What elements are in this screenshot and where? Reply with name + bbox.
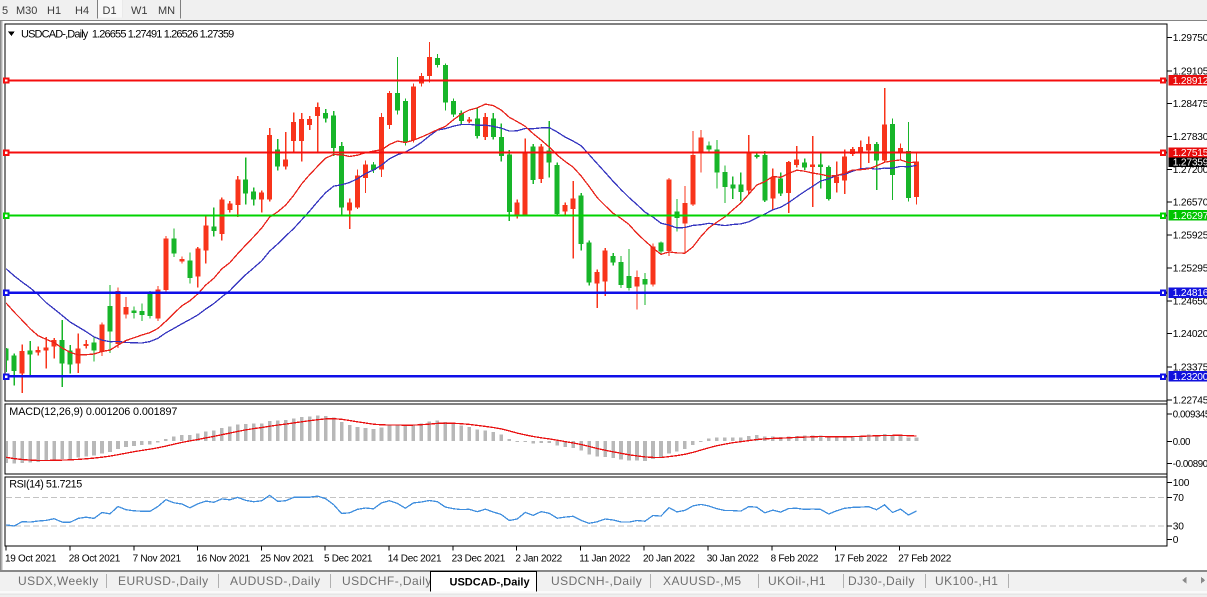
svg-text:USDCAD-,Daily: USDCAD-,Daily (450, 577, 531, 589)
svg-text:M30: M30 (16, 5, 37, 17)
svg-text:2 Jan 2022: 2 Jan 2022 (515, 554, 562, 565)
svg-text:17 Feb 2022: 17 Feb 2022 (834, 554, 888, 565)
svg-text:1.23375: 1.23375 (1173, 363, 1207, 374)
svg-text:W1: W1 (131, 5, 148, 17)
svg-text:30: 30 (1173, 522, 1184, 533)
svg-text:1.22745: 1.22745 (1173, 395, 1207, 406)
svg-text:1.24816: 1.24816 (1173, 288, 1207, 299)
svg-text:19 Oct 2021: 19 Oct 2021 (5, 554, 57, 565)
svg-text:1.26297: 1.26297 (1173, 211, 1207, 222)
svg-text:XAUUSD-,M5: XAUUSD-,M5 (663, 574, 742, 588)
svg-text:23 Dec 2021: 23 Dec 2021 (452, 554, 506, 565)
svg-text:0.009345: 0.009345 (1173, 410, 1207, 421)
svg-text:7 Nov 2021: 7 Nov 2021 (133, 554, 182, 565)
svg-text:H4: H4 (75, 5, 89, 17)
svg-text:RSI(14) 51.7215: RSI(14) 51.7215 (9, 479, 82, 491)
svg-text:1.23200: 1.23200 (1173, 372, 1207, 383)
svg-text:USDCHF-,Daily: USDCHF-,Daily (342, 574, 432, 588)
svg-text:8 Feb 2022: 8 Feb 2022 (771, 554, 819, 565)
svg-text:5: 5 (2, 5, 8, 17)
svg-text:AUDUSD-,Daily: AUDUSD-,Daily (230, 574, 321, 588)
svg-text:1.24020: 1.24020 (1173, 329, 1207, 340)
svg-text:EURUSD-,Daily: EURUSD-,Daily (118, 574, 209, 588)
svg-text:USDCNH-,Daily: USDCNH-,Daily (551, 574, 642, 588)
svg-text:1.25925: 1.25925 (1173, 231, 1207, 242)
svg-text:25 Nov 2021: 25 Nov 2021 (260, 554, 314, 565)
svg-text:28 Oct 2021: 28 Oct 2021 (69, 554, 121, 565)
svg-text:USDCAD-,Daily 1.26655 1.27491: USDCAD-,Daily 1.26655 1.27491 1.26526 1.… (21, 29, 234, 41)
svg-text:1.26570: 1.26570 (1173, 197, 1207, 208)
svg-text:1.27515: 1.27515 (1173, 148, 1207, 159)
svg-text:14 Dec 2021: 14 Dec 2021 (388, 554, 442, 565)
svg-text:1.27200: 1.27200 (1173, 165, 1207, 176)
svg-text:0.00: 0.00 (1173, 437, 1191, 448)
svg-text:-0.00890: -0.00890 (1173, 459, 1207, 470)
svg-text:1.29750: 1.29750 (1173, 33, 1207, 44)
svg-text:11 Jan 2022: 11 Jan 2022 (579, 554, 631, 565)
svg-text:UK100-,H1: UK100-,H1 (935, 574, 998, 588)
svg-text:70: 70 (1173, 493, 1184, 504)
svg-text:1.29105: 1.29105 (1173, 66, 1207, 77)
svg-text:1.24650: 1.24650 (1173, 297, 1207, 308)
svg-text:0: 0 (1173, 535, 1179, 546)
svg-text:MN: MN (158, 5, 175, 17)
svg-text:H1: H1 (47, 5, 61, 17)
svg-text:27 Feb 2022: 27 Feb 2022 (898, 554, 952, 565)
svg-text:1.27830: 1.27830 (1173, 132, 1207, 143)
svg-text:1.27359: 1.27359 (1173, 158, 1207, 169)
svg-text:D1: D1 (103, 5, 117, 17)
svg-text:USDX,Weekly: USDX,Weekly (18, 574, 99, 588)
svg-text:100: 100 (1173, 478, 1190, 489)
svg-text:20 Jan 2022: 20 Jan 2022 (643, 554, 695, 565)
svg-text:1.25295: 1.25295 (1173, 263, 1207, 274)
svg-text:16 Nov 2021: 16 Nov 2021 (196, 554, 250, 565)
svg-text:MACD(12,26,9) 0.001206 0.00189: MACD(12,26,9) 0.001206 0.001897 (9, 406, 177, 418)
svg-text:UKOil-,H1: UKOil-,H1 (768, 574, 826, 588)
svg-text:30 Jan 2022: 30 Jan 2022 (707, 554, 759, 565)
svg-text:1.28912: 1.28912 (1173, 76, 1207, 87)
svg-text:5 Dec 2021: 5 Dec 2021 (324, 554, 373, 565)
svg-text:DJ30-,Daily: DJ30-,Daily (848, 574, 915, 588)
svg-text:1.28475: 1.28475 (1173, 99, 1207, 110)
